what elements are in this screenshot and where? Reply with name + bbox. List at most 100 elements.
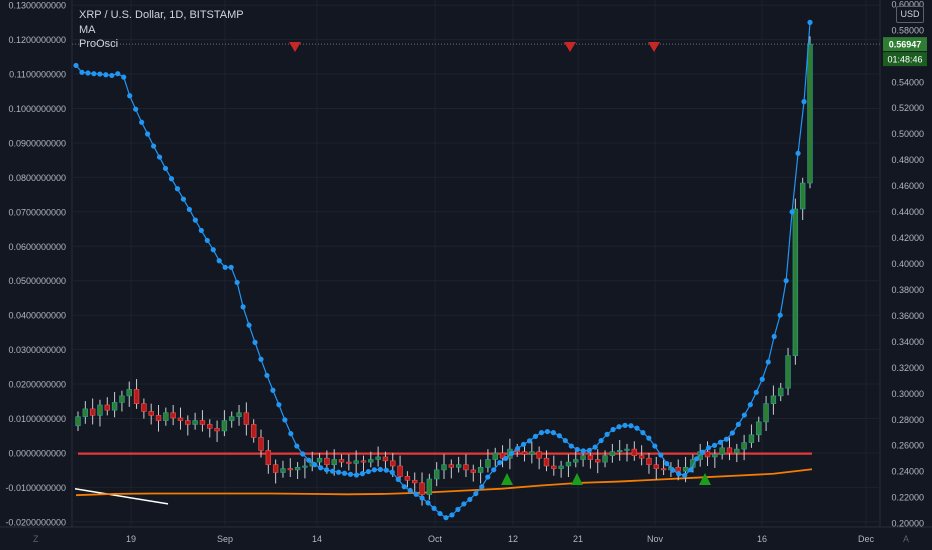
currency-button[interactable]: USD xyxy=(896,6,924,23)
candle-up xyxy=(97,404,103,416)
proosci-point xyxy=(610,426,616,433)
candle-up xyxy=(799,182,806,210)
proosci-point xyxy=(723,436,730,442)
proosci-point xyxy=(431,505,437,511)
right-axis-tick-label: 0.26000 xyxy=(891,441,924,451)
proosci-point xyxy=(664,461,670,467)
proosci-point xyxy=(443,515,449,521)
candle-up xyxy=(712,454,718,458)
candle-down xyxy=(448,464,455,468)
proosci-point xyxy=(520,441,527,447)
candle-up xyxy=(624,448,630,451)
proosci-point xyxy=(461,501,467,507)
proosci-point xyxy=(150,143,157,149)
candle-up xyxy=(748,434,755,443)
candle-down xyxy=(704,451,711,458)
candle-up xyxy=(690,459,696,468)
right-axis-tick-label: 0.54000 xyxy=(891,77,924,87)
proosci-point xyxy=(103,72,109,78)
proosci-point xyxy=(538,430,545,436)
countdown-label: 01:48:46 xyxy=(887,55,922,65)
proosci-point xyxy=(121,74,127,80)
left-axis-tick-label: 0.0200000000 xyxy=(8,380,66,390)
proosci-point xyxy=(127,93,133,99)
candle-up xyxy=(477,466,484,473)
proosci-point xyxy=(550,430,556,436)
candle-up xyxy=(192,420,198,425)
right-axis-tick-label: 0.24000 xyxy=(891,467,924,477)
right-axis-tick-label: 0.32000 xyxy=(891,363,924,373)
auto-scale-icon[interactable]: A xyxy=(903,534,910,544)
proosci-study-label[interactable]: ProOsci xyxy=(79,38,119,50)
proosci-point xyxy=(133,106,139,112)
candle-up xyxy=(770,395,777,404)
proosci-point xyxy=(365,468,372,475)
proosci-point xyxy=(634,425,640,431)
ma-study-label[interactable]: MA xyxy=(79,24,96,36)
candle-down xyxy=(551,465,557,469)
white-trend-line xyxy=(74,488,169,505)
proosci-point xyxy=(192,217,198,223)
candle-down xyxy=(346,461,352,464)
zoom-icon[interactable]: Z xyxy=(33,534,39,544)
right-axis-tick-label: 0.42000 xyxy=(891,233,924,243)
candle-down xyxy=(470,469,476,473)
candle-up xyxy=(236,412,242,417)
proosci-point xyxy=(592,444,598,450)
proosci-point xyxy=(741,412,747,418)
proosci-point xyxy=(115,71,121,77)
proosci-point xyxy=(652,443,658,449)
proosci-point xyxy=(270,387,276,393)
proosci-point xyxy=(598,437,604,444)
proosci-point xyxy=(425,500,431,506)
candle-up xyxy=(741,442,747,450)
right-axis-tick-label: 0.38000 xyxy=(891,285,924,295)
left-price-axis[interactable]: 0.1300000000 0.1200000000 0.1100000000 0.10… xyxy=(5,1,66,528)
signal-down-arrow xyxy=(289,42,301,52)
candle-down xyxy=(324,457,330,465)
proosci-point xyxy=(646,435,652,441)
candle-up xyxy=(331,459,337,465)
candle-up xyxy=(302,465,308,468)
proosci-point xyxy=(156,154,163,160)
left-axis-tick-label: 0.1300000000 xyxy=(8,1,66,11)
proosci-point xyxy=(79,69,85,75)
proosci-point xyxy=(735,421,741,427)
candle-up xyxy=(455,464,462,468)
candle-down xyxy=(170,412,176,419)
proosci-point xyxy=(544,428,551,435)
candle-down xyxy=(404,476,411,481)
proosci-point xyxy=(324,467,330,473)
proosci-point xyxy=(526,438,533,444)
proosci-point xyxy=(407,487,413,494)
proosci-point xyxy=(747,402,753,408)
proosci-point xyxy=(413,491,419,497)
proosci-point xyxy=(568,443,574,449)
proosci-point xyxy=(777,312,783,318)
right-price-axis[interactable]: 0.600000.580000.560000.540000.520000.500… xyxy=(891,0,924,529)
candle-up xyxy=(375,456,381,460)
proosci-point xyxy=(473,490,479,497)
candle-up xyxy=(119,395,125,403)
right-axis-tick-label: 0.20000 xyxy=(891,519,924,529)
candle-up xyxy=(778,387,784,397)
proosci-point xyxy=(717,439,724,445)
countdown-tag xyxy=(883,52,927,67)
proosci-point xyxy=(91,71,97,77)
signal-up-arrow xyxy=(501,473,513,485)
proosci-point xyxy=(467,496,473,503)
proosci-point xyxy=(294,443,300,449)
proosci-point xyxy=(670,467,676,473)
right-axis-tick-label: 0.34000 xyxy=(891,337,924,347)
proosci-point xyxy=(312,462,318,468)
proosci-point xyxy=(485,474,491,480)
symbol-title[interactable]: XRP / U.S. Dollar, 1D, BITSTAMP xyxy=(79,9,244,21)
proosci-point xyxy=(318,465,324,471)
left-axis-tick-label: 0.1000000000 xyxy=(8,104,66,114)
candle-down xyxy=(543,457,550,467)
time-axis[interactable]: 19 Sep 14 Oct 12 21 Nov 16 Dec xyxy=(126,534,875,544)
proosci-point xyxy=(795,150,801,156)
candle-down xyxy=(89,408,96,416)
proosci-point xyxy=(401,484,407,490)
